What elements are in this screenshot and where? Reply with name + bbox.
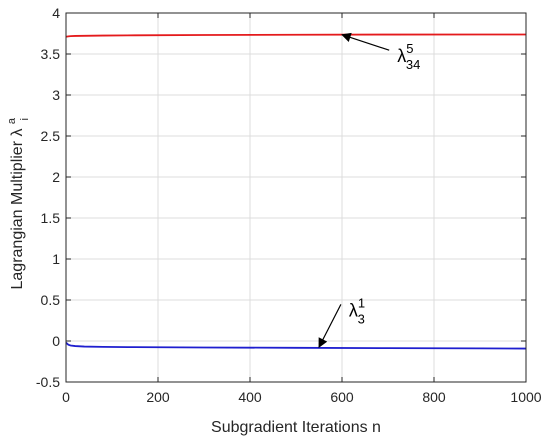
series-line-1 — [65, 341, 527, 350]
y-axis-label-symbol: λ — [9, 129, 26, 137]
y-axis-label-main: Lagrangian Multiplier — [9, 137, 26, 290]
annotation-superscript: 5 — [406, 41, 413, 56]
x-axis-label: Subgradient Iterations n — [211, 419, 381, 436]
annotation-arrow-1 — [318, 304, 342, 349]
x-tick-label: 800 — [422, 389, 446, 405]
x-tick-label: 400 — [238, 389, 262, 405]
y-tick-label: 0.5 — [41, 292, 61, 308]
annotation-label-0: λ5 34 — [397, 41, 420, 72]
annotation-subscript: 3 — [358, 311, 365, 326]
y-tick-label: 2 — [52, 169, 60, 185]
annotation-arrow-0 — [341, 32, 390, 51]
annotation-label-1: λ1 3 — [349, 295, 365, 326]
x-tick-label: 200 — [146, 389, 170, 405]
y-tick-label: 3.5 — [41, 46, 61, 62]
y-axis-label-subscript: i — [19, 118, 31, 120]
x-tick-label: 0 — [62, 389, 70, 405]
grid-lines — [66, 13, 526, 382]
y-tick-label: 4 — [52, 5, 60, 21]
series-line-0 — [65, 33, 526, 38]
y-tick-label: 3 — [52, 87, 60, 103]
y-tick-label: 1 — [52, 251, 60, 267]
x-tick-label: 600 — [330, 389, 354, 405]
y-axis-label-superscript: a — [6, 117, 18, 124]
x-tick-label: 1000 — [510, 389, 541, 405]
y-tick-label: 1.5 — [41, 210, 61, 226]
annotation-superscript: 1 — [358, 295, 365, 310]
annotation-symbol: λ — [349, 300, 358, 320]
y-tick-label: 2.5 — [41, 128, 61, 144]
plot-area-frame — [65, 12, 527, 383]
y-axis-label: Lagrangian Multiplier λ a i — [2, 113, 31, 289]
series-group — [65, 33, 527, 350]
y-tick-label: -0.5 — [36, 374, 60, 390]
annotation-symbol: λ — [397, 46, 406, 66]
axis-ticks: 0 200 400 600 800 1000-0.500.511.522.533.54 — [36, 5, 542, 405]
y-tick-label: 0 — [52, 333, 60, 349]
annotation-subscript: 34 — [406, 57, 420, 72]
